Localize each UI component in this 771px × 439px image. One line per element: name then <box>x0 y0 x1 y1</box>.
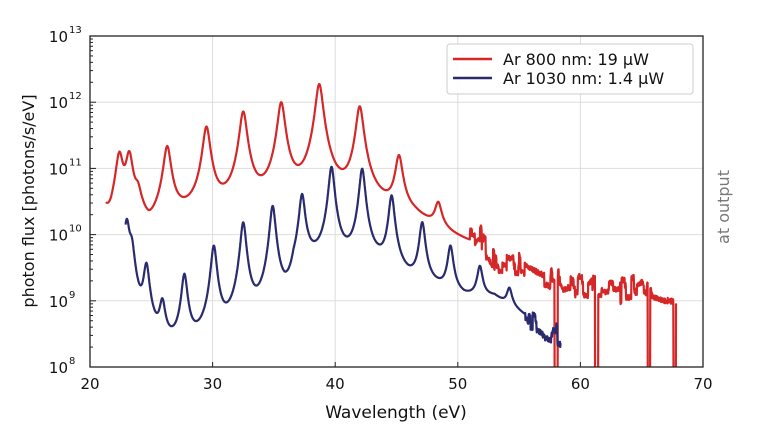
y-tick-exponent: 10 <box>69 224 82 235</box>
y-tick-label: 10 <box>49 28 68 46</box>
y-tick-label: 10 <box>49 359 68 377</box>
y-tick-label: 10 <box>49 227 68 245</box>
plot-frame <box>89 35 704 368</box>
series-line-ar-1030nm <box>124 165 562 348</box>
x-axis-label: Wavelength (eV) <box>325 403 467 423</box>
y-axis-label: photon flux [photons/s/eV] <box>19 94 38 307</box>
legend-label-ar-800: Ar 800 nm: 19 µW <box>503 50 649 69</box>
y-tick-exponent: 11 <box>69 157 82 168</box>
y-tick-exponent: 12 <box>69 91 82 102</box>
x-tick-label: 60 <box>571 375 590 393</box>
x-tick-label: 40 <box>326 375 345 393</box>
y-tick-exponent: 9 <box>69 290 75 301</box>
x-tick-label: 50 <box>448 375 467 393</box>
y-tick-label: 10 <box>49 160 68 178</box>
y-tick-exponent: 8 <box>69 356 75 367</box>
legend-label-ar-1030: Ar 1030 nm: 1.4 µW <box>503 69 664 88</box>
y-tick-label: 10 <box>49 94 68 112</box>
legend-box <box>446 43 694 95</box>
x-tick-label: 30 <box>203 375 222 393</box>
series-line-ar-800nm <box>105 83 678 367</box>
series-group <box>105 83 678 367</box>
y-tick-label: 10 <box>49 293 68 311</box>
right-axis-label: at output <box>714 170 733 244</box>
y-tick-exponent: 13 <box>69 25 82 36</box>
x-tick-label: 20 <box>80 375 99 393</box>
legend: Ar 800 nm: 19 µW Ar 1030 nm: 1.4 µW <box>446 43 694 95</box>
x-tick-label: 70 <box>693 375 712 393</box>
